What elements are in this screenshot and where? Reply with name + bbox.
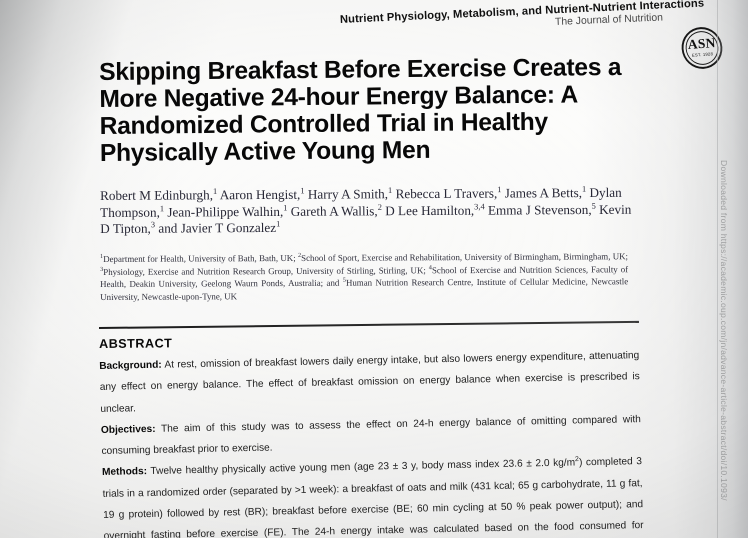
abstract-section: Methods: Twelve healthy physically activ… [102, 452, 646, 538]
page-edge-line [717, 0, 718, 538]
abstract-body: Background: At rest, omission of breakfa… [99, 345, 646, 538]
abstract-section: Background: At rest, omission of breakfa… [99, 345, 641, 420]
title-line-4: Physically Active Young Men [99, 136, 431, 167]
abstract-section-text: At rest, omission of breakfast lowers da… [99, 350, 640, 415]
title-line-2: More Negative 24-hour Energy Balance: A [99, 81, 579, 113]
abstract-section-text: The aim of this study was to assess the … [101, 414, 641, 458]
author-list: Robert M Edinburgh,1 Aaron Hengist,1 Har… [100, 184, 632, 237]
section-divider [98, 320, 639, 329]
title-line-3: Randomized Controlled Trial in Healthy [99, 108, 549, 140]
abstract-heading: ABSTRACT [99, 336, 173, 351]
abstract-section-label: Objectives: [100, 423, 156, 436]
affiliations: 1Department for Health, University of Ba… [100, 251, 629, 302]
article-title: Skipping Breakfast Before Exercise Creat… [99, 54, 640, 168]
asn-logo: ASN EST. 1928 [674, 20, 730, 76]
abstract-section-label: Background: [99, 359, 162, 372]
download-watermark: Downloaded from https://academic.oup.com… [719, 160, 729, 501]
abstract-section-label: Methods: [101, 466, 148, 479]
abstract-section-text: Twelve healthy physically active young m… [102, 456, 644, 538]
